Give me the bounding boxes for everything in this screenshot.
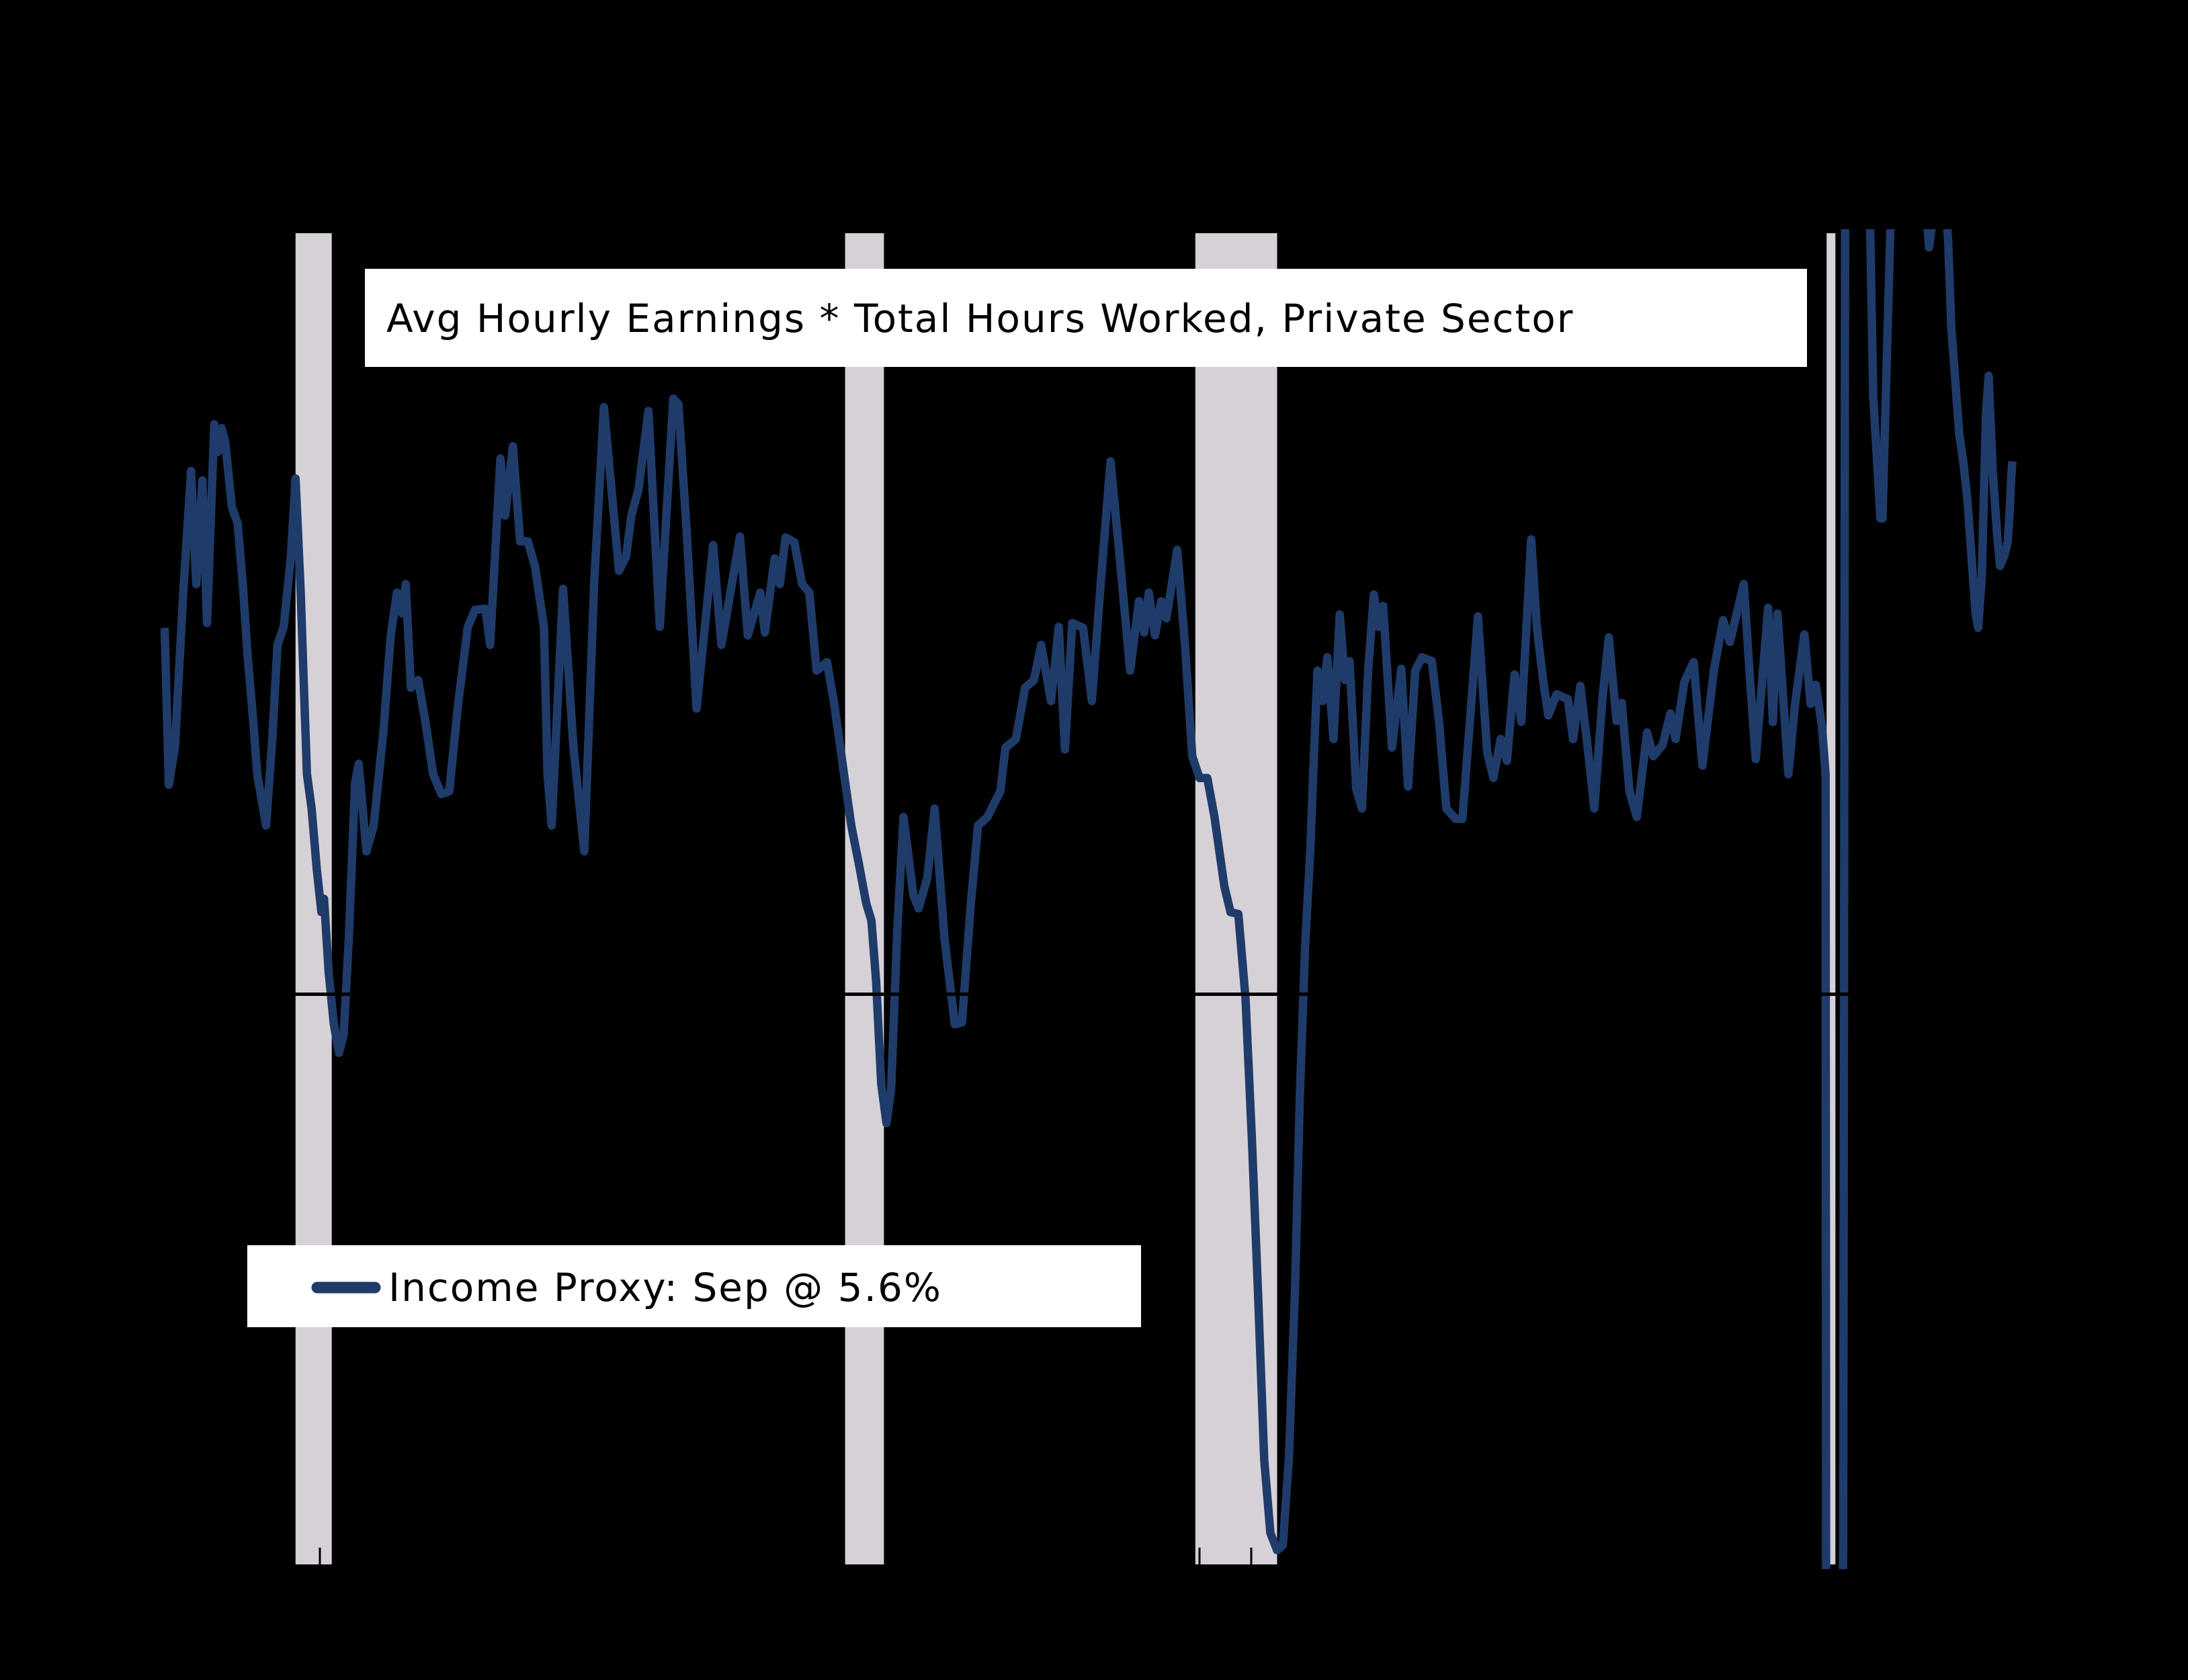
x-axis-tick	[1664, 1548, 1667, 1564]
x-axis-tick	[1871, 1548, 1874, 1564]
x-axis-tick	[474, 1548, 476, 1564]
x-axis-tick	[1509, 1548, 1511, 1564]
x-axis-tick	[370, 1548, 373, 1564]
x-axis-tick	[1457, 1548, 1460, 1564]
x-axis-tick	[1716, 1548, 1718, 1564]
x-axis-tick	[1560, 1548, 1563, 1564]
x-axis-tick	[1767, 1548, 1770, 1564]
legend-label: Income Proxy: Sep @ 5.6%	[388, 1265, 942, 1310]
x-axis-tick	[1353, 1548, 1356, 1564]
x-axis-tick	[1250, 1548, 1253, 1564]
x-axis-tick	[1819, 1548, 1822, 1564]
legend-background	[247, 1245, 1141, 1327]
x-axis-tick	[1198, 1548, 1201, 1564]
x-axis-tick	[1612, 1548, 1615, 1564]
legend: Income Proxy: Sep @ 5.6%	[247, 1245, 1141, 1327]
x-axis-tick	[991, 1548, 994, 1564]
chart-title: Avg Hourly Earnings * Total Hours Worked…	[386, 296, 1574, 341]
x-axis-tick	[577, 1548, 580, 1564]
x-axis-ticks	[319, 1548, 2029, 1564]
x-axis-tick	[1043, 1548, 1046, 1564]
x-axis-tick	[422, 1548, 425, 1564]
x-axis-tick	[732, 1548, 735, 1564]
x-axis-tick	[681, 1548, 683, 1564]
x-axis-tick	[784, 1548, 787, 1564]
x-axis-tick	[836, 1548, 839, 1564]
x-axis-tick	[1974, 1548, 1977, 1564]
chart-title-background	[365, 269, 1807, 367]
x-axis-tick	[888, 1548, 890, 1564]
x-axis-tick	[1146, 1548, 1149, 1564]
income-proxy-line	[161, 229, 2017, 1569]
zero-line	[165, 993, 2064, 996]
x-axis-tick	[1302, 1548, 1304, 1564]
chart-title-box: Avg Hourly Earnings * Total Hours Worked…	[365, 269, 1807, 367]
x-axis-tick	[1405, 1548, 1408, 1564]
x-axis-tick	[629, 1548, 632, 1564]
x-axis-tick	[2026, 1548, 2029, 1564]
x-axis-tick	[939, 1548, 942, 1564]
x-axis-tick	[525, 1548, 528, 1564]
x-axis-tick	[1923, 1548, 1925, 1564]
x-axis-tick	[319, 1548, 321, 1564]
x-axis-tick	[1095, 1548, 1097, 1564]
